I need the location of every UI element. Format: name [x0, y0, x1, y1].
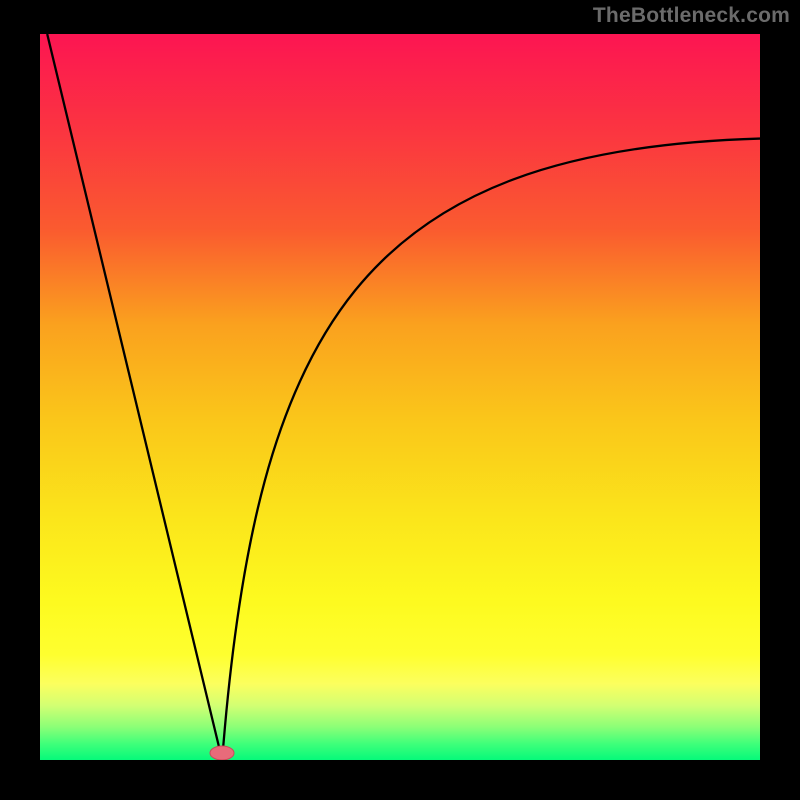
plot-area: [40, 34, 760, 760]
vertex-marker: [208, 744, 236, 760]
watermark-label: TheBottleneck.com: [593, 4, 790, 28]
bottleneck-curve: [40, 34, 760, 760]
chart-container: TheBottleneck.com: [0, 0, 800, 800]
